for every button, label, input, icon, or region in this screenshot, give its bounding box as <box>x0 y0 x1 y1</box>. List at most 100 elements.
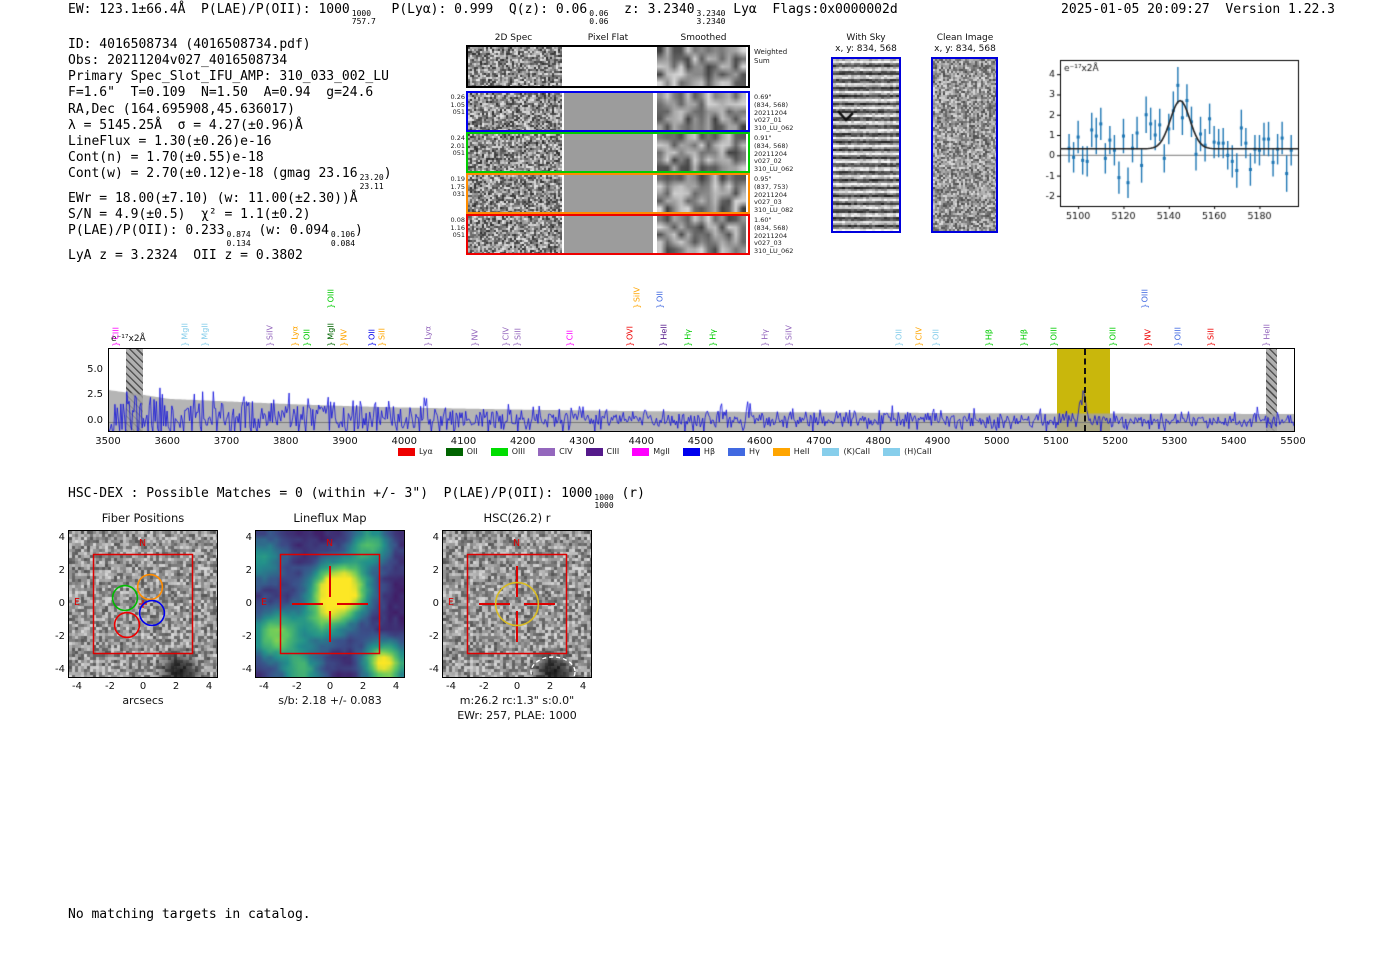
panel-y-tick-label: 4 <box>432 532 439 543</box>
stacked-fraction: 0.06 0.06 <box>589 9 609 27</box>
text-segment: λ = 5145.25Å σ = 4.27(±0.96)Å <box>68 117 303 133</box>
emission-line-name: Lyα <box>423 326 433 340</box>
legend-label: (K)CaII <box>843 447 871 456</box>
panel-y-tick-label: -4 <box>55 664 65 675</box>
text-segment: Primary Spec_Slot_IFU_AMP: 310_033_002_L… <box>68 69 389 85</box>
clean-image-title: Clean Image <box>936 33 994 43</box>
emission-line-label: CII{ <box>565 330 575 348</box>
legend-label: (H)CaII <box>904 447 932 456</box>
emission-line-brace: { <box>368 341 378 347</box>
lineflux-caption: s/b: 2.18 +/- 0.083 <box>278 694 382 707</box>
emission-line-name: CIV <box>914 326 924 340</box>
panel-y-tick-label: 2 <box>58 565 65 576</box>
emission-line-label: SiIV{ <box>632 286 643 310</box>
spec2d-row: 0.19 1.75 031 0.95" (837, 753) 20211204 v027_0… <box>451 173 793 214</box>
emission-line-name: NV <box>339 328 349 340</box>
panel-x-tick-label: 2 <box>172 681 180 692</box>
emission-line-name: Hβ <box>1019 328 1029 340</box>
legend-label: Hβ <box>703 447 716 456</box>
emission-line-label: CIV{ <box>501 327 511 348</box>
main-x-tick-label: 3700 <box>213 436 240 447</box>
row-fiber-labels: 0.69" (834, 568) 20211204 v027_01 310_LU_062 <box>754 93 794 133</box>
text-segment: EWr = 18.00(±7.10) (w: 11.00(±2.30))Å <box>68 191 358 207</box>
spectrum-curve <box>109 349 1294 431</box>
emission-line-name: OIII <box>326 288 336 302</box>
legend-label: MgII <box>653 447 670 456</box>
legend-item: OII <box>445 447 478 456</box>
pixel-flat-image <box>564 47 653 86</box>
emission-line-brace: { <box>1207 341 1217 347</box>
emission-line-brace: { <box>1019 341 1029 347</box>
info-line: S/N = 4.9(±0.5) χ² = 1.1(±0.2) <box>68 207 392 223</box>
panel-x-tick-label: -4 <box>72 681 82 692</box>
compass-north-label: N <box>513 538 521 549</box>
main-x-tick-label: 4900 <box>924 436 951 447</box>
emission-line-name: NV <box>470 328 480 340</box>
emission-line-brace: { <box>761 341 770 347</box>
emission-line-label: Hβ{ <box>984 329 994 348</box>
info-line: Cont(w) = 2.70(±0.12)e-18 (gmag 23.16 23.… <box>68 166 392 191</box>
panel-x-tick-label: 4 <box>579 681 587 692</box>
report-version: Version 1.22.3 <box>1225 2 1335 17</box>
emission-line-brace: { <box>181 341 191 347</box>
main-x-tick-label: 5500 <box>1280 436 1306 447</box>
main-x-tick-label: 3500 <box>95 436 121 447</box>
emission-line-label: NV{ <box>470 328 481 348</box>
emission-line-name: OVI <box>625 326 635 340</box>
row-fiber-labels: 1.60" (834, 568) 20211204 v027_03 310_LU_062 <box>754 216 794 256</box>
main-x-tick-label: 4100 <box>450 436 477 447</box>
emission-line-label: Lyα{ <box>423 326 434 348</box>
smoothed-image <box>657 216 746 253</box>
legend-swatch <box>883 447 901 456</box>
stacked-fraction: 0.106 0.084 <box>330 230 356 248</box>
emission-line-label: HeII{ <box>659 324 669 348</box>
neighbor-source-ellipse <box>530 656 576 677</box>
spec2d-rows: Weighted Sum 0.26 1.05 051 0.69" (834, 568) 202… <box>451 45 793 255</box>
info-line: ID: 4016508734 (4016508734.pdf) <box>68 37 392 53</box>
legend-label: CIV <box>559 447 573 456</box>
emission-line-name: Hγ <box>683 329 693 340</box>
text-segment: (r) <box>613 486 645 501</box>
emission-line-brace: { <box>1141 303 1151 309</box>
emission-line-brace: { <box>424 341 434 347</box>
panel-x-tick-label: -4 <box>259 681 269 692</box>
stacked-fraction: 1000 757.7 <box>351 9 376 27</box>
emission-line-brace: { <box>471 341 481 347</box>
emission-line-name: SiIV <box>265 324 275 340</box>
panel-x-tick-label: -2 <box>105 681 115 692</box>
info-line: P(LAE)/P(OII): 0.233 0.874 0.134 (w: 0.094… <box>68 223 392 248</box>
legend-label: Lyα <box>419 447 433 456</box>
pixel-flat-image <box>564 93 653 130</box>
emission-line-brace: { <box>633 303 643 309</box>
2d-spec-image <box>468 134 562 171</box>
col-title-smoothed: Smoothed <box>680 33 727 43</box>
main-y-tick-label: 2.5 <box>87 389 103 401</box>
compass-east-label: E <box>448 597 455 608</box>
emission-line-brace: { <box>513 341 523 347</box>
emission-line-brace: { <box>915 341 925 347</box>
info-line: LineFlux = 1.30(±0.26)e-16 <box>68 134 392 150</box>
emission-line-brace: { <box>895 341 905 347</box>
panel-x-tick-label: -2 <box>292 681 302 692</box>
panel-x-tick-label: 0 <box>326 681 334 692</box>
main-x-tick-label: 4700 <box>806 436 832 447</box>
main-x-tick-label: 5400 <box>1221 436 1247 447</box>
row-weight-labels: 0.26 1.05 051 <box>450 93 465 117</box>
emission-line-name: SiIV <box>632 286 642 302</box>
legend-swatch <box>682 447 700 456</box>
legend-item: Lyα <box>398 447 433 456</box>
emission-line-labels: CIII{MgII{MgII{SiIV{Lyα{OII{OIII{MgII{NV… <box>108 262 1295 348</box>
legend-swatch <box>632 447 650 456</box>
panel-x-tick-label: -4 <box>446 681 456 692</box>
info-line: Primary Spec_Slot_IFU_AMP: 310_033_002_L… <box>68 69 392 85</box>
legend-swatch <box>585 447 603 456</box>
emission-line-brace: { <box>340 341 350 347</box>
emission-line-name: OII <box>894 328 904 340</box>
emission-line-brace: { <box>378 341 388 347</box>
emission-line-label: OIII{ <box>326 288 336 310</box>
emission-line-brace: { <box>565 341 575 347</box>
info-line: F=1.6" T=0.109 N=1.50 A=0.94 g=24.6 <box>68 85 392 101</box>
emission-line-label: OIII{ <box>1109 327 1119 348</box>
text-segment: EW: 123.1±66.4Å P(LAE)/P(OII): 1000 <box>68 2 350 17</box>
emission-line-label: MgII{ <box>181 323 191 348</box>
